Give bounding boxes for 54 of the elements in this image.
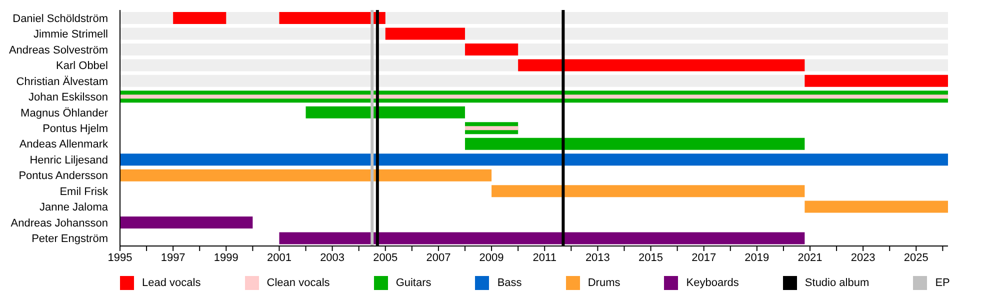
bar: [120, 169, 492, 182]
bar: [120, 94, 948, 99]
x-tick-label: 2017: [692, 252, 716, 264]
bar: [804, 74, 948, 87]
x-tick-label: 1997: [160, 252, 186, 264]
y-tick-label: Henric Liljesand: [30, 154, 108, 166]
y-tick-label: Pontus Hjelm: [42, 123, 108, 135]
legend-label: Clean vocals: [266, 277, 330, 289]
y-tick-label: Andeas Allenmark: [19, 138, 108, 151]
x-tick-label: 2007: [426, 252, 451, 264]
bar: [173, 12, 226, 24]
y-tick-label: Karl Obbel: [56, 60, 108, 72]
x-tick-label: 2005: [373, 252, 398, 264]
y-tick-label: Andreas Solveström: [8, 44, 108, 56]
y-tick-label: Peter Engström: [32, 233, 108, 246]
y-tick-label: Johan Eskilsson: [28, 92, 108, 104]
legend-label: Studio album: [804, 277, 870, 289]
y-tick-label: Magnus Öhlander: [20, 106, 108, 120]
x-tick-label: 2015: [638, 252, 664, 264]
legend-label: Lead vocals: [142, 277, 201, 289]
y-tick-label: Christian Älvestam: [16, 74, 108, 88]
x-tick-label: 1999: [214, 252, 238, 264]
x-tick-label: 2023: [850, 252, 876, 264]
legend-label: Bass: [497, 277, 522, 289]
y-tick-label: Emil Frisk: [60, 186, 108, 198]
x-tick-label: 2021: [798, 252, 822, 264]
y-tick-label: Daniel Schöldström: [12, 12, 108, 25]
bar: [804, 200, 948, 213]
bar: [120, 216, 253, 229]
y-tick-label: Pontus Andersson: [18, 170, 108, 182]
bar: [385, 28, 465, 40]
legend-label: Drums: [588, 277, 620, 289]
x-tick-label: 2019: [744, 252, 770, 264]
x-tick-label: 2025: [904, 252, 928, 264]
x-tick-label: 2013: [585, 252, 610, 264]
x-tick-label: 2009: [479, 252, 504, 264]
legend-label: Guitars: [396, 277, 432, 289]
legend-label: Keyboards: [686, 277, 739, 289]
y-tick-label: Andreas Johansson: [10, 217, 108, 230]
legend-label: EP: [935, 277, 950, 289]
bar: [279, 232, 805, 244]
x-tick-label: 2003: [320, 252, 345, 264]
y-tick-label: Janne Jaloma: [40, 202, 109, 214]
bar: [465, 138, 805, 150]
bar: [120, 154, 948, 166]
bar: [492, 185, 805, 198]
bar: [279, 12, 386, 24]
x-tick-label: 1995: [108, 252, 132, 264]
y-tick-label: Jimmie Strimell: [33, 28, 108, 41]
bar: [306, 106, 465, 118]
x-tick-label: 2011: [532, 252, 556, 264]
x-tick-label: 2001: [266, 252, 292, 264]
bar: [465, 126, 518, 130]
bar: [465, 43, 518, 56]
